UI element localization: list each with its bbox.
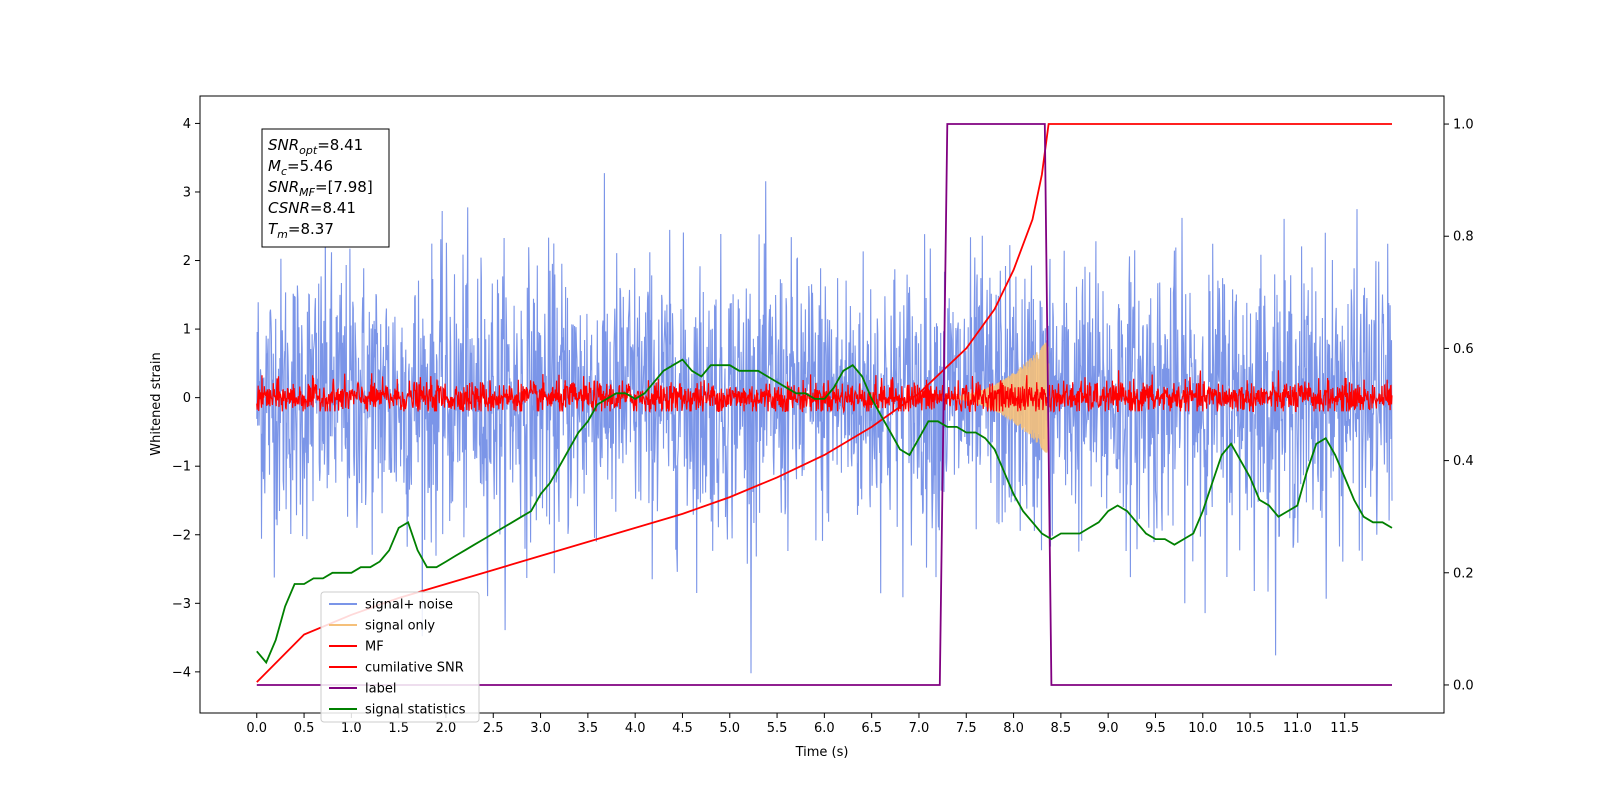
info-line: SNRopt=8.41 [268,136,363,157]
y-tick-label-left: −2 [172,528,191,543]
x-tick-label: 8.5 [1051,721,1072,736]
x-tick-label: 3.5 [578,721,599,736]
x-tick-label: 2.5 [483,721,504,736]
info-box: SNRopt=8.41Mc=5.46SNRMF=[7.98]CSNR=8.41T… [261,128,390,248]
series-signal-noise [256,173,1393,674]
info-line: Tm=8.37 [268,220,334,241]
y-tick-label-right: 0.0 [1453,678,1474,693]
x-tick-label: 7.5 [956,721,977,736]
x-tick-label: 5.5 [767,721,788,736]
x-tick-label: 7.0 [909,721,930,736]
info-line: SNRMF=[7.98] [268,178,373,199]
info-box-frame [261,128,390,248]
x-tick-label: 0.0 [246,721,267,736]
y-tick-label-left: 1 [183,323,191,338]
series-label [256,123,1392,686]
info-variable: CSNR [268,199,310,217]
info-value: =8.41 [310,199,356,217]
x-tick-label: 11.0 [1283,721,1312,736]
y-tick-label-left: 4 [183,117,191,132]
y-tick-label-right: 1.0 [1453,118,1474,133]
info-subscript: MF [299,186,315,199]
x-tick-label: 10.5 [1236,721,1265,736]
y-tick-label-right: 0.4 [1453,454,1474,469]
x-tick-label: 4.0 [625,721,646,736]
legend-label: signal only [365,619,435,634]
info-value: =8.41 [317,136,363,154]
y-tick-label-right: 0.6 [1453,342,1474,357]
info-line: CSNR=8.41 [268,199,356,217]
series-signal-statistics [256,358,1393,665]
plot-area [256,123,1393,686]
y-tick-label-left: 0 [183,391,191,406]
info-subscript: c [281,165,287,178]
series-cumulative-snr [256,123,1392,683]
legend-label: cumilative SNR [365,661,464,676]
y-tick-label-right: 0.8 [1453,230,1474,245]
axis-ticks: 0.0 0.5 1.0 1.5 2.0 2.5 3.0 3.5 4.0 4.5 5.0 5.5 6.0 6… [172,117,1474,736]
y-tick-label-left: 3 [183,185,191,200]
info-subscript: m [277,228,288,241]
info-variable: T [268,220,279,238]
x-tick-label: 5.0 [719,721,740,736]
y-axis-label-left: Whitened strain [149,352,164,455]
x-tick-label: 4.5 [672,721,693,736]
x-tick-label: 6.0 [814,721,835,736]
legend-label: signal+ noise [365,598,453,613]
y-tick-label-left: −1 [172,460,191,475]
info-variable: SNR [268,136,299,154]
x-tick-label: 11.5 [1330,721,1359,736]
legend-label: label [365,682,396,697]
x-tick-label: 2.0 [436,721,457,736]
x-tick-label: 10.0 [1188,721,1217,736]
legend: signal+ noise signal only MF cumilative SNR… [320,591,480,723]
series-mf [256,370,1393,414]
x-tick-label: 9.0 [1098,721,1119,736]
legend-label: MF [365,640,384,655]
x-tick-label: 1.5 [388,721,409,736]
info-value: =[7.98] [315,178,373,196]
info-line: Mc=5.46 [268,157,333,178]
info-variable: M [268,157,281,175]
plot-frame [199,95,1445,714]
y-tick-label-left: 2 [183,254,191,269]
info-variable: SNR [268,178,299,196]
legend-label: signal statistics [365,703,466,718]
y-tick-label-left: −4 [172,665,191,680]
x-tick-label: 0.5 [294,721,315,736]
x-tick-label: 6.5 [861,721,882,736]
info-value: =8.37 [288,220,334,238]
x-tick-label: 8.0 [1003,721,1024,736]
y-tick-label-left: −3 [172,597,191,612]
x-tick-label: 3.0 [530,721,551,736]
y-tick-label-right: 0.2 [1453,566,1474,581]
info-subscript: opt [299,144,318,157]
x-tick-label: 1.0 [341,721,362,736]
legend-frame [320,591,480,723]
info-value: =5.46 [287,157,333,175]
x-axis-label: Time (s) [795,745,849,760]
x-tick-label: 9.5 [1145,721,1166,736]
